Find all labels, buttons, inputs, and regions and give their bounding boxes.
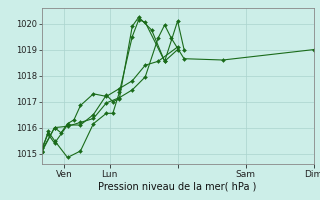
X-axis label: Pression niveau de la mer( hPa ): Pression niveau de la mer( hPa ) [99, 181, 257, 191]
